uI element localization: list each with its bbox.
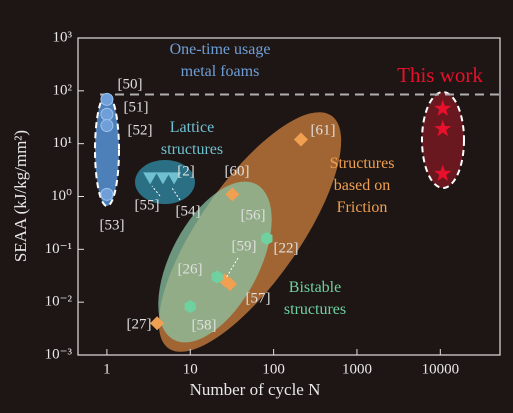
point-label: [26] — [178, 261, 203, 277]
x-tick-label: 10000 — [422, 361, 460, 377]
data-point — [100, 92, 114, 106]
x-tick-label: 10 — [183, 361, 198, 377]
group-label-line: One-time usage — [170, 41, 271, 58]
group-label-line: structures — [284, 301, 346, 318]
group-label-line: based on — [334, 177, 390, 194]
point-label: [27] — [127, 316, 152, 332]
y-tick-label: 10² — [53, 82, 73, 98]
group-label: One-time usage metal foams — [170, 41, 271, 80]
regions — [94, 91, 465, 352]
data-point — [211, 270, 223, 284]
x-tick-label: 100 — [262, 361, 285, 377]
this-work-region — [421, 91, 465, 189]
point-label: [55] — [135, 197, 160, 213]
lattice-region — [135, 160, 195, 204]
point-label: [2] — [177, 163, 195, 179]
y-tick-label: 10⁻³ — [45, 346, 73, 362]
x-tick-label: 1000 — [342, 361, 372, 377]
group-label-line: Bistable — [289, 279, 341, 296]
x-tick-label: 1 — [103, 361, 111, 377]
group-label-line: structures — [161, 141, 223, 158]
data-point — [225, 187, 240, 202]
label-arrow — [151, 185, 181, 201]
data-point — [155, 172, 170, 185]
group-label-line: Friction — [337, 199, 388, 216]
y-axis-label: SEAA (kJ/kg/mm²) — [11, 130, 30, 262]
point-label: [57] — [246, 290, 271, 306]
point-label: [53] — [100, 217, 125, 233]
data-point — [150, 316, 165, 331]
point-label: [59] — [232, 238, 257, 254]
data-point — [167, 172, 182, 185]
data-point — [143, 172, 158, 185]
point-label: [60] — [225, 163, 250, 179]
y-tick-label: 10¹ — [53, 135, 73, 151]
data-point — [434, 99, 452, 116]
data-point — [184, 299, 196, 313]
group-label-line: Lattice — [170, 119, 214, 136]
data-point — [100, 119, 114, 133]
point-label: [22] — [274, 240, 299, 256]
data-point — [100, 187, 114, 201]
data-point — [261, 232, 273, 246]
point-label: [54] — [176, 203, 201, 219]
group-label-line: This work — [397, 63, 483, 87]
y-tick-label: 10³ — [53, 29, 73, 45]
x-axis-label: Number of cycle N — [190, 380, 321, 399]
point-label: [51] — [124, 99, 149, 115]
foam-region — [94, 93, 120, 207]
y-tick-label: 10⁻² — [45, 294, 73, 310]
group-label: Bistable structures — [284, 279, 346, 318]
point-label: [52] — [128, 122, 153, 138]
group-label-line: metal foams — [181, 63, 260, 80]
group-label: Structures based on Friction — [330, 155, 395, 216]
data-point — [434, 119, 452, 137]
data-point — [293, 132, 308, 147]
point-label: [56] — [241, 207, 266, 223]
y-tick-label: 10⁰ — [51, 188, 72, 204]
point-label: [58] — [192, 317, 217, 333]
group-label: Lattice structures — [161, 119, 223, 158]
point-label: [50] — [118, 76, 143, 92]
point-label: [61] — [311, 122, 336, 138]
data-point — [100, 107, 114, 121]
group-label: This work — [397, 63, 483, 87]
data-point — [223, 277, 238, 292]
y-tick-label: 10⁻¹ — [45, 241, 72, 257]
data-point — [434, 164, 452, 181]
group-label-line: Structures — [330, 155, 395, 172]
